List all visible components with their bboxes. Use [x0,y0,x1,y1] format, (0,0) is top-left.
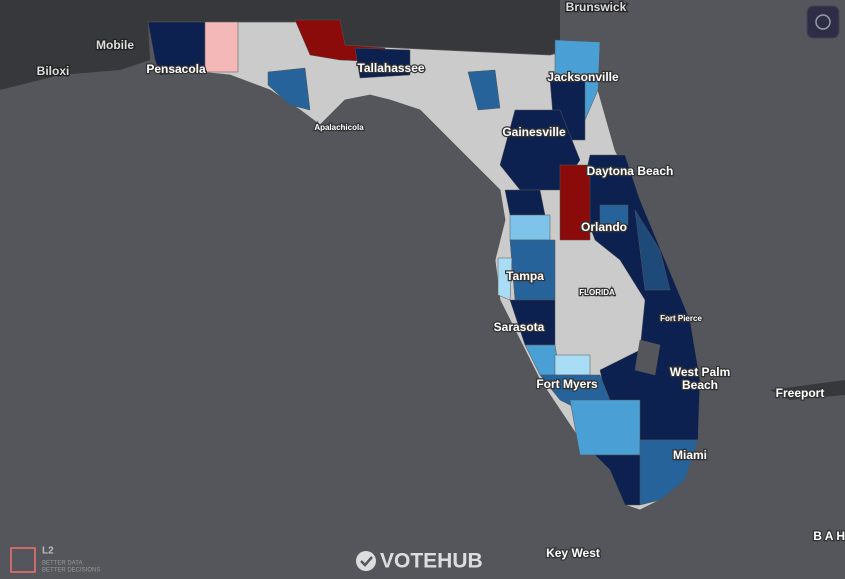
county [594,454,641,506]
city-label: Gainesville [502,125,566,139]
city-label: Biloxi [37,64,70,78]
county [554,354,591,376]
city-label: Sarasota [494,320,545,334]
county [634,209,671,291]
county [354,47,411,79]
city-label: Pensacola [146,62,206,76]
l2-logo: L2 BETTER DATA BETTER DECISIONS [10,546,100,574]
button-icon [815,14,831,30]
city-label: Jacksonville [547,70,619,84]
city-label: Apalachicola [314,123,364,132]
check-mark [360,556,373,567]
labels: Brunswick Mobile Biloxi Pensacola Tallah… [35,0,845,561]
city-label: Freeport [776,386,825,400]
city-label: Brunswick [566,0,627,14]
county [467,69,501,111]
check-icon [356,551,376,571]
county [204,21,239,73]
city-label: Tampa [506,269,544,283]
counties [147,19,701,506]
county [599,204,629,226]
logo-mark [10,547,36,573]
county [267,67,311,111]
region-label: B A H [813,529,845,543]
city-label: West Palm [670,365,730,379]
city-label: Tallahassee [357,61,424,75]
city-label: Beach [682,378,718,392]
button[interactable] [806,5,840,39]
county [559,164,591,241]
tagline: BETTER DECISIONS [42,568,100,574]
votehub-logo: VOTEHUB [356,550,483,573]
city-label: Fort Pierce [660,314,702,323]
logo-text: L2 [42,546,54,557]
city-label: Key West [546,546,600,560]
city-label: Orlando [581,220,627,234]
lake [634,339,661,376]
brand: VOTEHUB [380,550,483,573]
county [509,214,551,241]
land-north [0,0,560,90]
city-label: Mobile [96,38,134,52]
county [504,189,546,216]
city-label: Fort Myers [536,377,598,391]
tagline: BETTER DATA [42,561,82,567]
region-label: FLORIDA [579,288,615,297]
city-label: Daytona Beach [587,164,674,178]
county [147,21,206,76]
island [770,380,845,400]
county [569,399,641,456]
city-label: Miami [673,448,707,462]
